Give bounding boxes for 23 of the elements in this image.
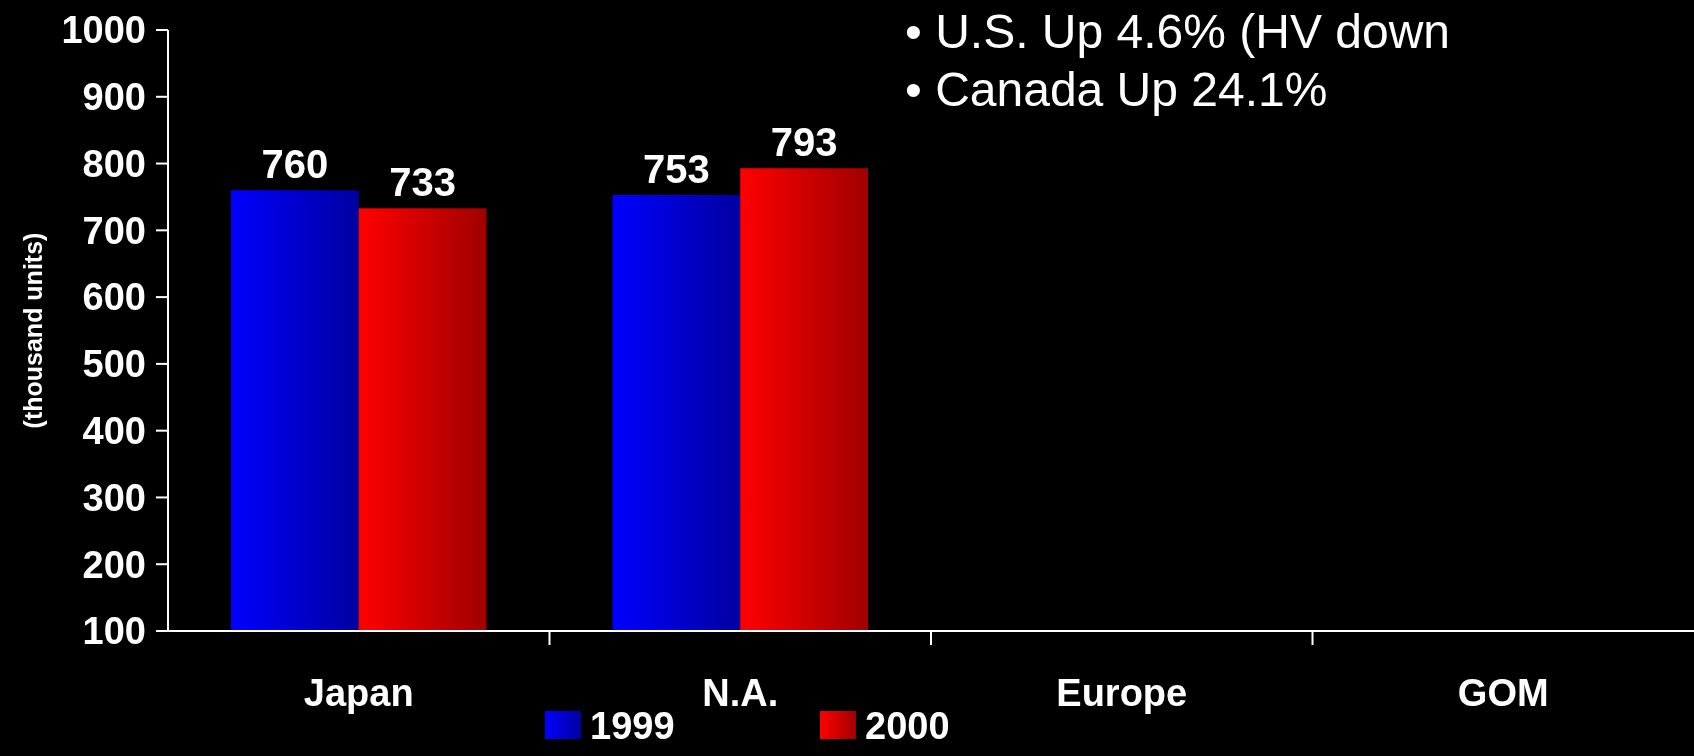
annotation: • U.S. Up 4.6% (HV down	[905, 5, 1451, 58]
data-label: 733	[389, 160, 457, 205]
y-tick-label: 500	[82, 343, 146, 386]
annotation: • Canada Up 24.1%	[905, 63, 1328, 116]
y-tick-label: 100	[82, 610, 146, 653]
x-tick-label: GOM	[1457, 672, 1549, 714]
y-tick-label: 200	[82, 543, 146, 586]
data-label: 793	[770, 120, 838, 165]
x-tick-label: Japan	[303, 672, 414, 714]
y-tick-label: 1000	[61, 9, 146, 52]
y-tick-label: 900	[82, 76, 146, 119]
y-tick-label: 800	[82, 142, 146, 185]
legend-label: 1999	[590, 705, 675, 747]
y-tick-label: 600	[82, 276, 146, 319]
y-tick-label: 400	[82, 409, 146, 452]
data-label: 753	[642, 146, 710, 191]
data-label: 760	[261, 142, 329, 187]
x-tick-label: Europe	[1056, 672, 1188, 714]
x-tick-label: N.A.	[702, 672, 779, 714]
legend-label: 2000	[865, 705, 950, 747]
y-tick-label: 700	[82, 209, 146, 252]
y-axis-title: (thousand units)	[19, 232, 47, 429]
y-tick-label: 300	[82, 476, 146, 519]
